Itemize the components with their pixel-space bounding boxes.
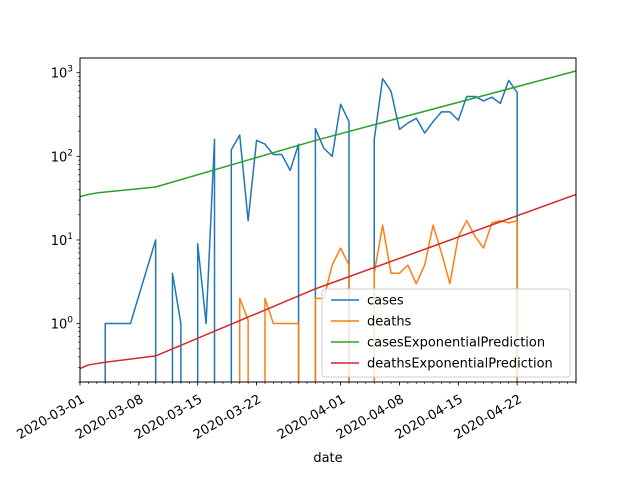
series-layer xyxy=(80,70,576,382)
y-tick-label: 103 xyxy=(51,65,73,82)
legend-label: deaths xyxy=(367,315,412,330)
series-line-casesExponentialPrediction xyxy=(80,70,576,198)
series-line-deaths xyxy=(238,219,518,382)
legend: cases deaths casesExponentialPrediction dea… xyxy=(321,288,571,378)
y-tick-label: 101 xyxy=(51,232,73,249)
series-line-cases xyxy=(104,77,518,382)
x-axis: 2020-03-012020-03-082020-03-152020-03-22… xyxy=(14,382,577,443)
legend-label: deathsExponentialPrediction xyxy=(367,357,553,372)
legend-frame xyxy=(321,288,571,378)
series-line-deathsExponentialPrediction xyxy=(80,193,576,370)
y-tick-label: 102 xyxy=(51,148,73,165)
x-axis-title: date xyxy=(313,451,342,466)
y-tick-label: 100 xyxy=(51,316,74,333)
legend-label: cases xyxy=(367,294,404,309)
y-axis: 100 101 102 103 xyxy=(51,65,80,383)
legend-label: casesExponentialPrediction xyxy=(367,336,545,351)
plot-frame xyxy=(79,57,577,383)
